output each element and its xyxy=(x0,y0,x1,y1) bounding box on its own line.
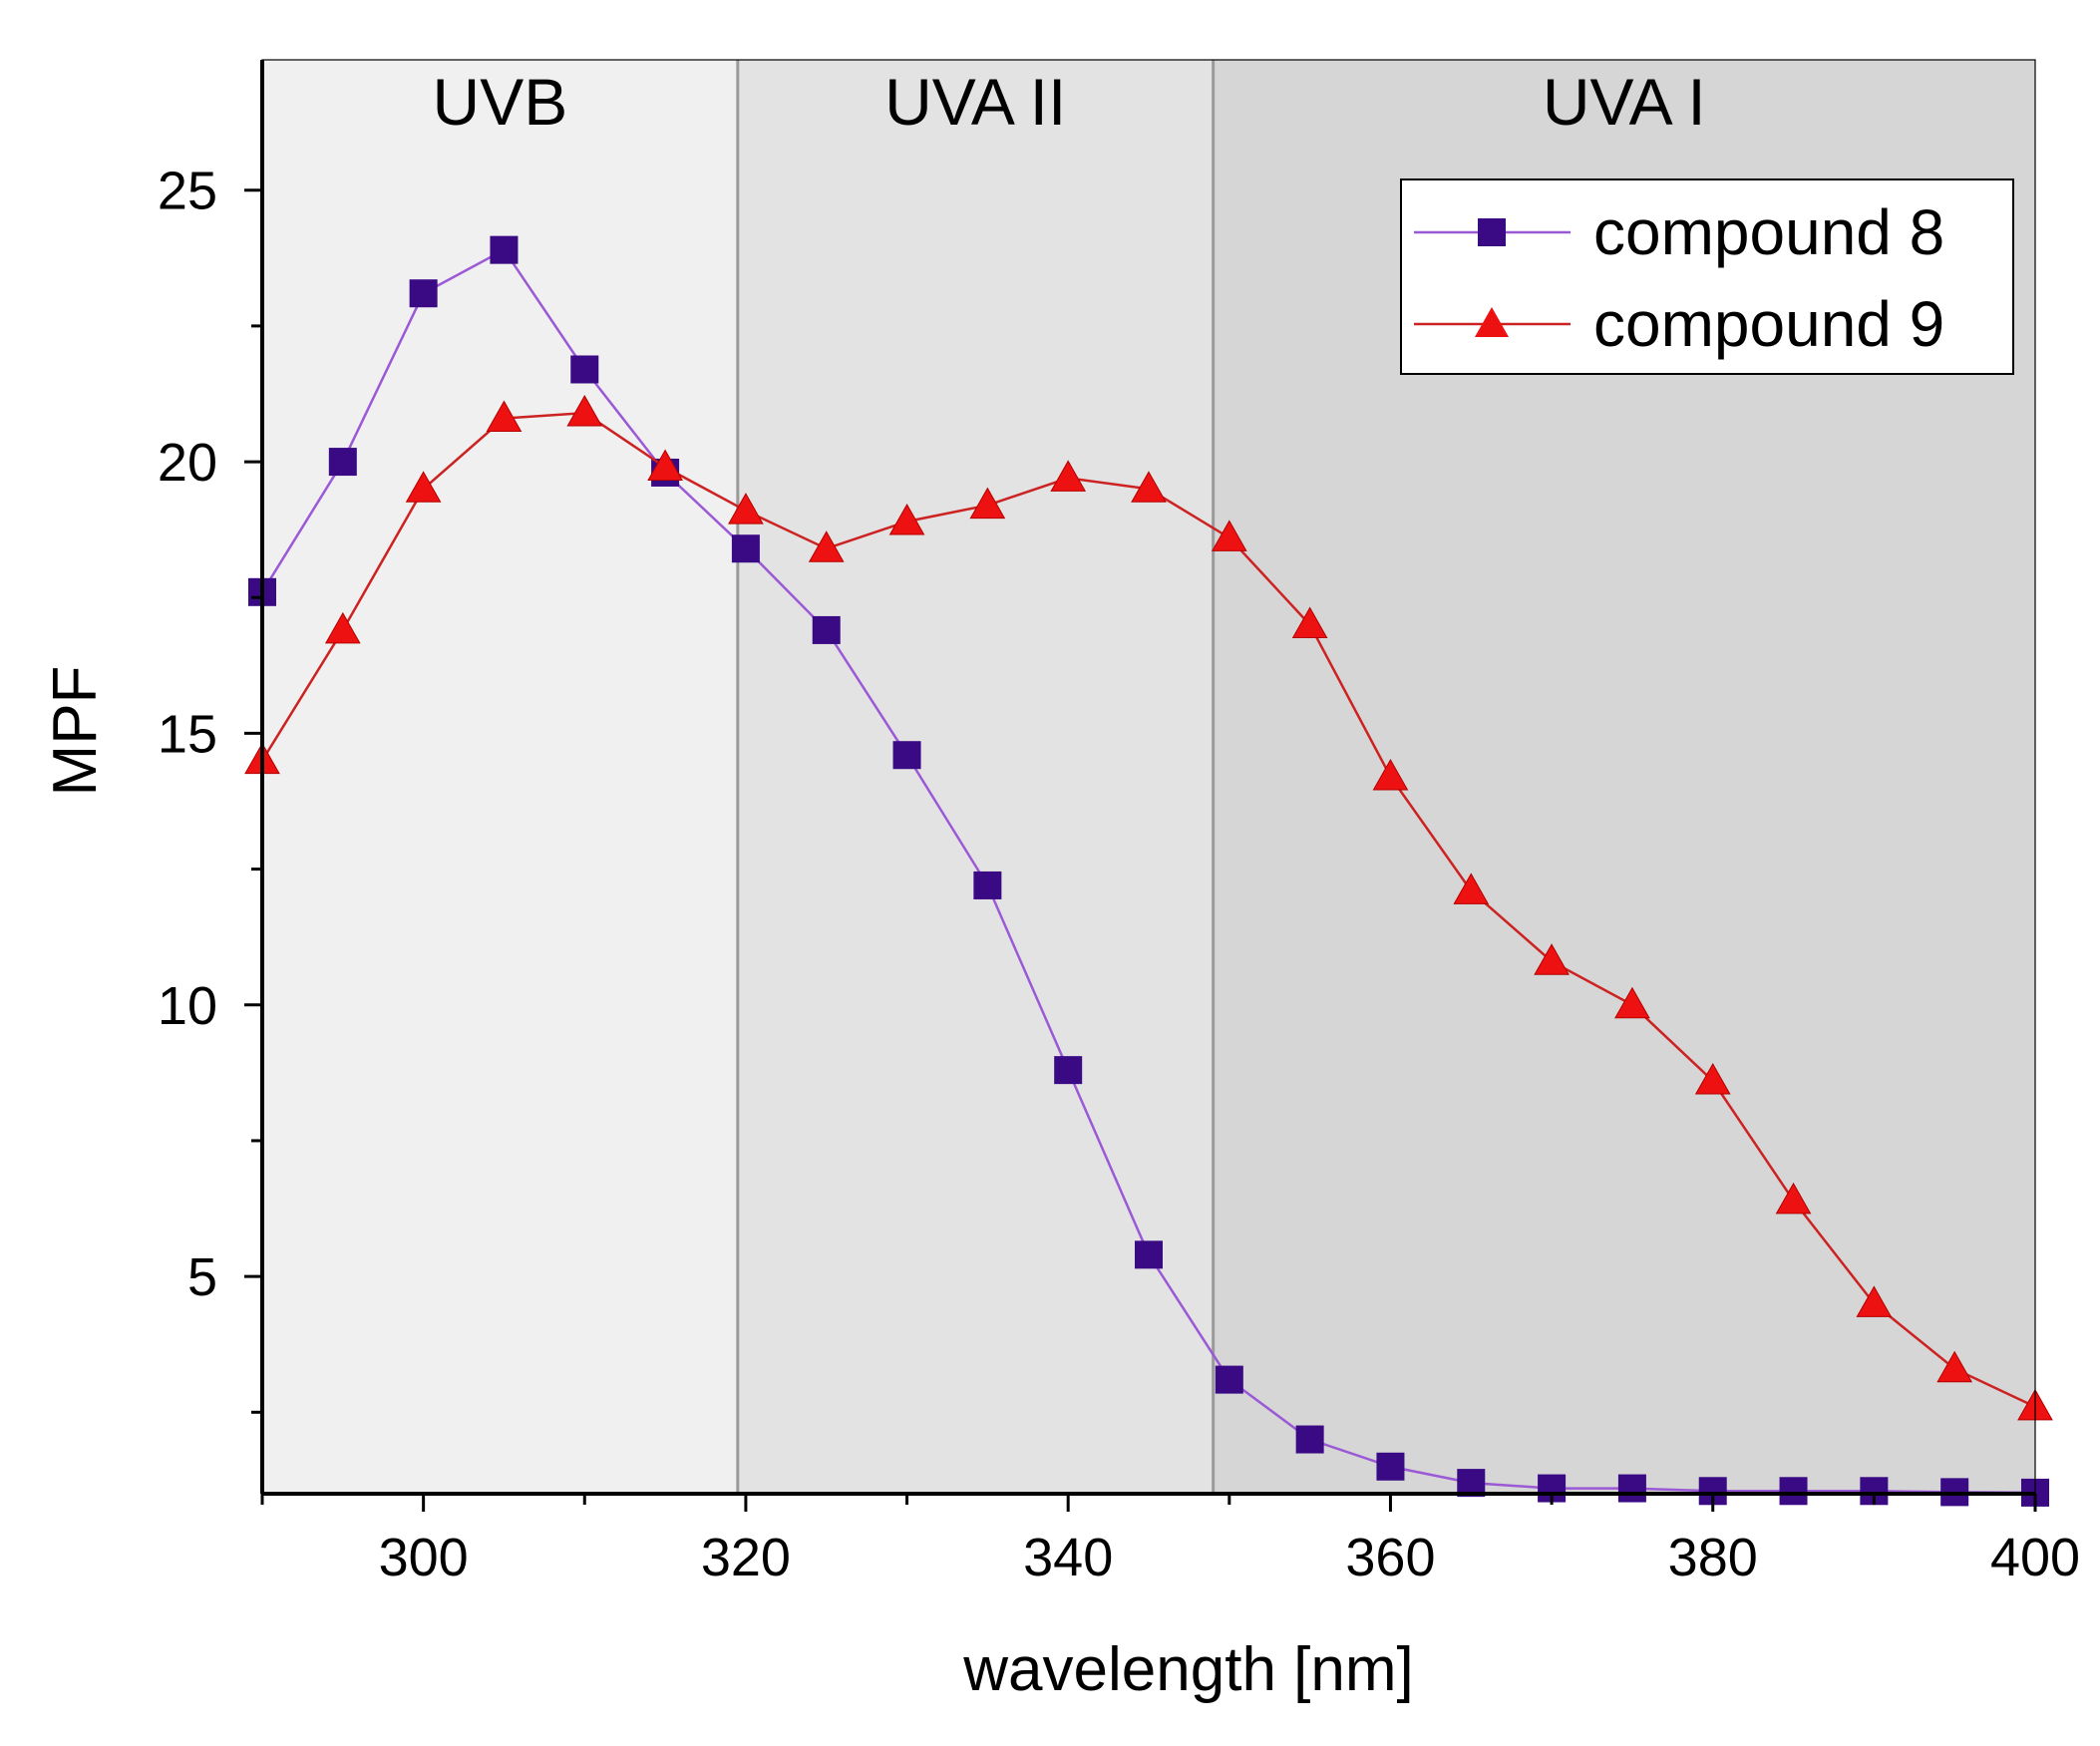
data-point-triangle xyxy=(1856,1285,1893,1317)
data-point-square xyxy=(1215,1365,1243,1394)
data-point-square xyxy=(1054,1056,1083,1085)
data-point-triangle xyxy=(566,395,603,427)
x-tick-label: 340 xyxy=(1023,1528,1113,1587)
data-point-triangle xyxy=(1614,986,1650,1019)
data-point-triangle xyxy=(1131,471,1167,503)
x-axis-title: wavelength [nm] xyxy=(962,1635,1413,1704)
region-label: UVB xyxy=(433,65,568,139)
data-point-triangle xyxy=(1291,606,1328,638)
data-point-triangle xyxy=(969,487,1006,520)
data-point-triangle xyxy=(1936,1350,1973,1383)
data-point-triangle xyxy=(1050,460,1087,492)
region-band xyxy=(737,60,1214,1494)
data-point-square xyxy=(973,871,1002,899)
region-label: UVA I xyxy=(1543,65,1706,139)
y-tick-label: 25 xyxy=(158,162,217,221)
data-point-square xyxy=(892,741,921,770)
data-point-square xyxy=(1135,1240,1163,1269)
y-axis-title: MPF xyxy=(41,666,110,797)
data-point-triangle xyxy=(1775,1182,1812,1215)
region-label: UVA II xyxy=(884,65,1066,139)
spectral-regions xyxy=(262,60,2035,1494)
data-point-square xyxy=(570,355,599,384)
legend: compound 8 compound 9 xyxy=(1400,178,2014,375)
data-point-triangle xyxy=(1372,758,1409,791)
y-tick-label: 15 xyxy=(158,704,217,764)
data-point-triangle xyxy=(405,471,442,503)
data-point-triangle xyxy=(888,503,925,535)
region-dividers xyxy=(736,60,1216,1494)
data-point-square xyxy=(490,235,519,264)
legend-marker-square xyxy=(1478,218,1506,246)
y-tick-label: 10 xyxy=(158,976,217,1036)
region-labels: UVB UVA II UVA I xyxy=(433,65,1706,139)
y-tick-label: 5 xyxy=(187,1247,217,1307)
x-tick-label: 300 xyxy=(379,1528,469,1587)
region-band xyxy=(262,60,738,1494)
data-point-square xyxy=(1295,1425,1324,1454)
y-tick-label: 20 xyxy=(158,433,217,493)
data-point-triangle xyxy=(647,449,683,482)
data-point-square xyxy=(812,615,841,644)
data-point-triangle xyxy=(1211,520,1247,551)
legend-entry: compound 9 xyxy=(1414,288,1944,360)
data-point-square xyxy=(731,534,760,563)
x-tick-label: 320 xyxy=(701,1528,791,1587)
series-compound-9 xyxy=(244,395,2053,1421)
legend-entry: compound 8 xyxy=(1414,196,1944,268)
legend-label: compound 9 xyxy=(1593,288,1944,360)
data-point-triangle xyxy=(1453,873,1490,904)
x-tick-label: 400 xyxy=(1990,1528,2080,1587)
x-tick-label: 380 xyxy=(1668,1528,1758,1587)
legend-box xyxy=(1400,178,2014,375)
data-point-triangle xyxy=(808,530,845,562)
legend-label: compound 8 xyxy=(1593,196,1944,268)
data-point-triangle xyxy=(1534,943,1570,975)
axes-layer: 300 320 340 360 380 400 5 10 15 20 25 wavelength [n… xyxy=(41,59,2080,1704)
data-point-triangle xyxy=(486,400,523,432)
data-point-square xyxy=(328,448,357,477)
legend-marker-triangle xyxy=(1475,307,1509,337)
data-point-square xyxy=(409,279,438,308)
data-point-square xyxy=(1779,1477,1808,1506)
data-point-triangle xyxy=(728,493,764,524)
data-point-square xyxy=(1617,1474,1646,1503)
x-tick-label: 360 xyxy=(1345,1528,1435,1587)
data-point-square xyxy=(1376,1452,1405,1481)
data-point-triangle xyxy=(1694,1063,1731,1095)
data-point-triangle xyxy=(324,611,361,644)
